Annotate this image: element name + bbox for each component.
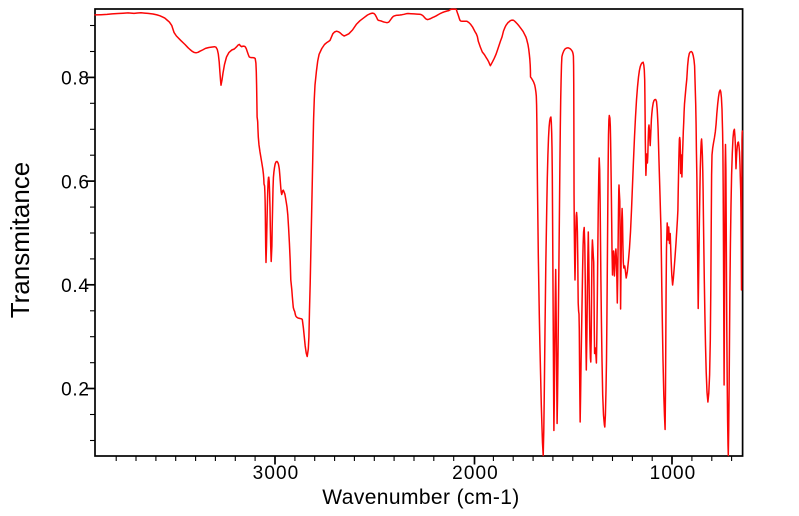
svg-text:3000: 3000: [253, 463, 300, 484]
svg-text:Wavenumber (cm-1): Wavenumber (cm-1): [322, 486, 519, 509]
svg-text:0.4: 0.4: [61, 276, 90, 297]
svg-text:Transmitance: Transmitance: [5, 162, 35, 319]
svg-text:1000: 1000: [650, 463, 697, 484]
svg-text:0.2: 0.2: [61, 380, 90, 401]
svg-text:2000: 2000: [452, 463, 499, 484]
svg-text:0.8: 0.8: [61, 69, 90, 90]
svg-text:0.6: 0.6: [61, 172, 90, 193]
